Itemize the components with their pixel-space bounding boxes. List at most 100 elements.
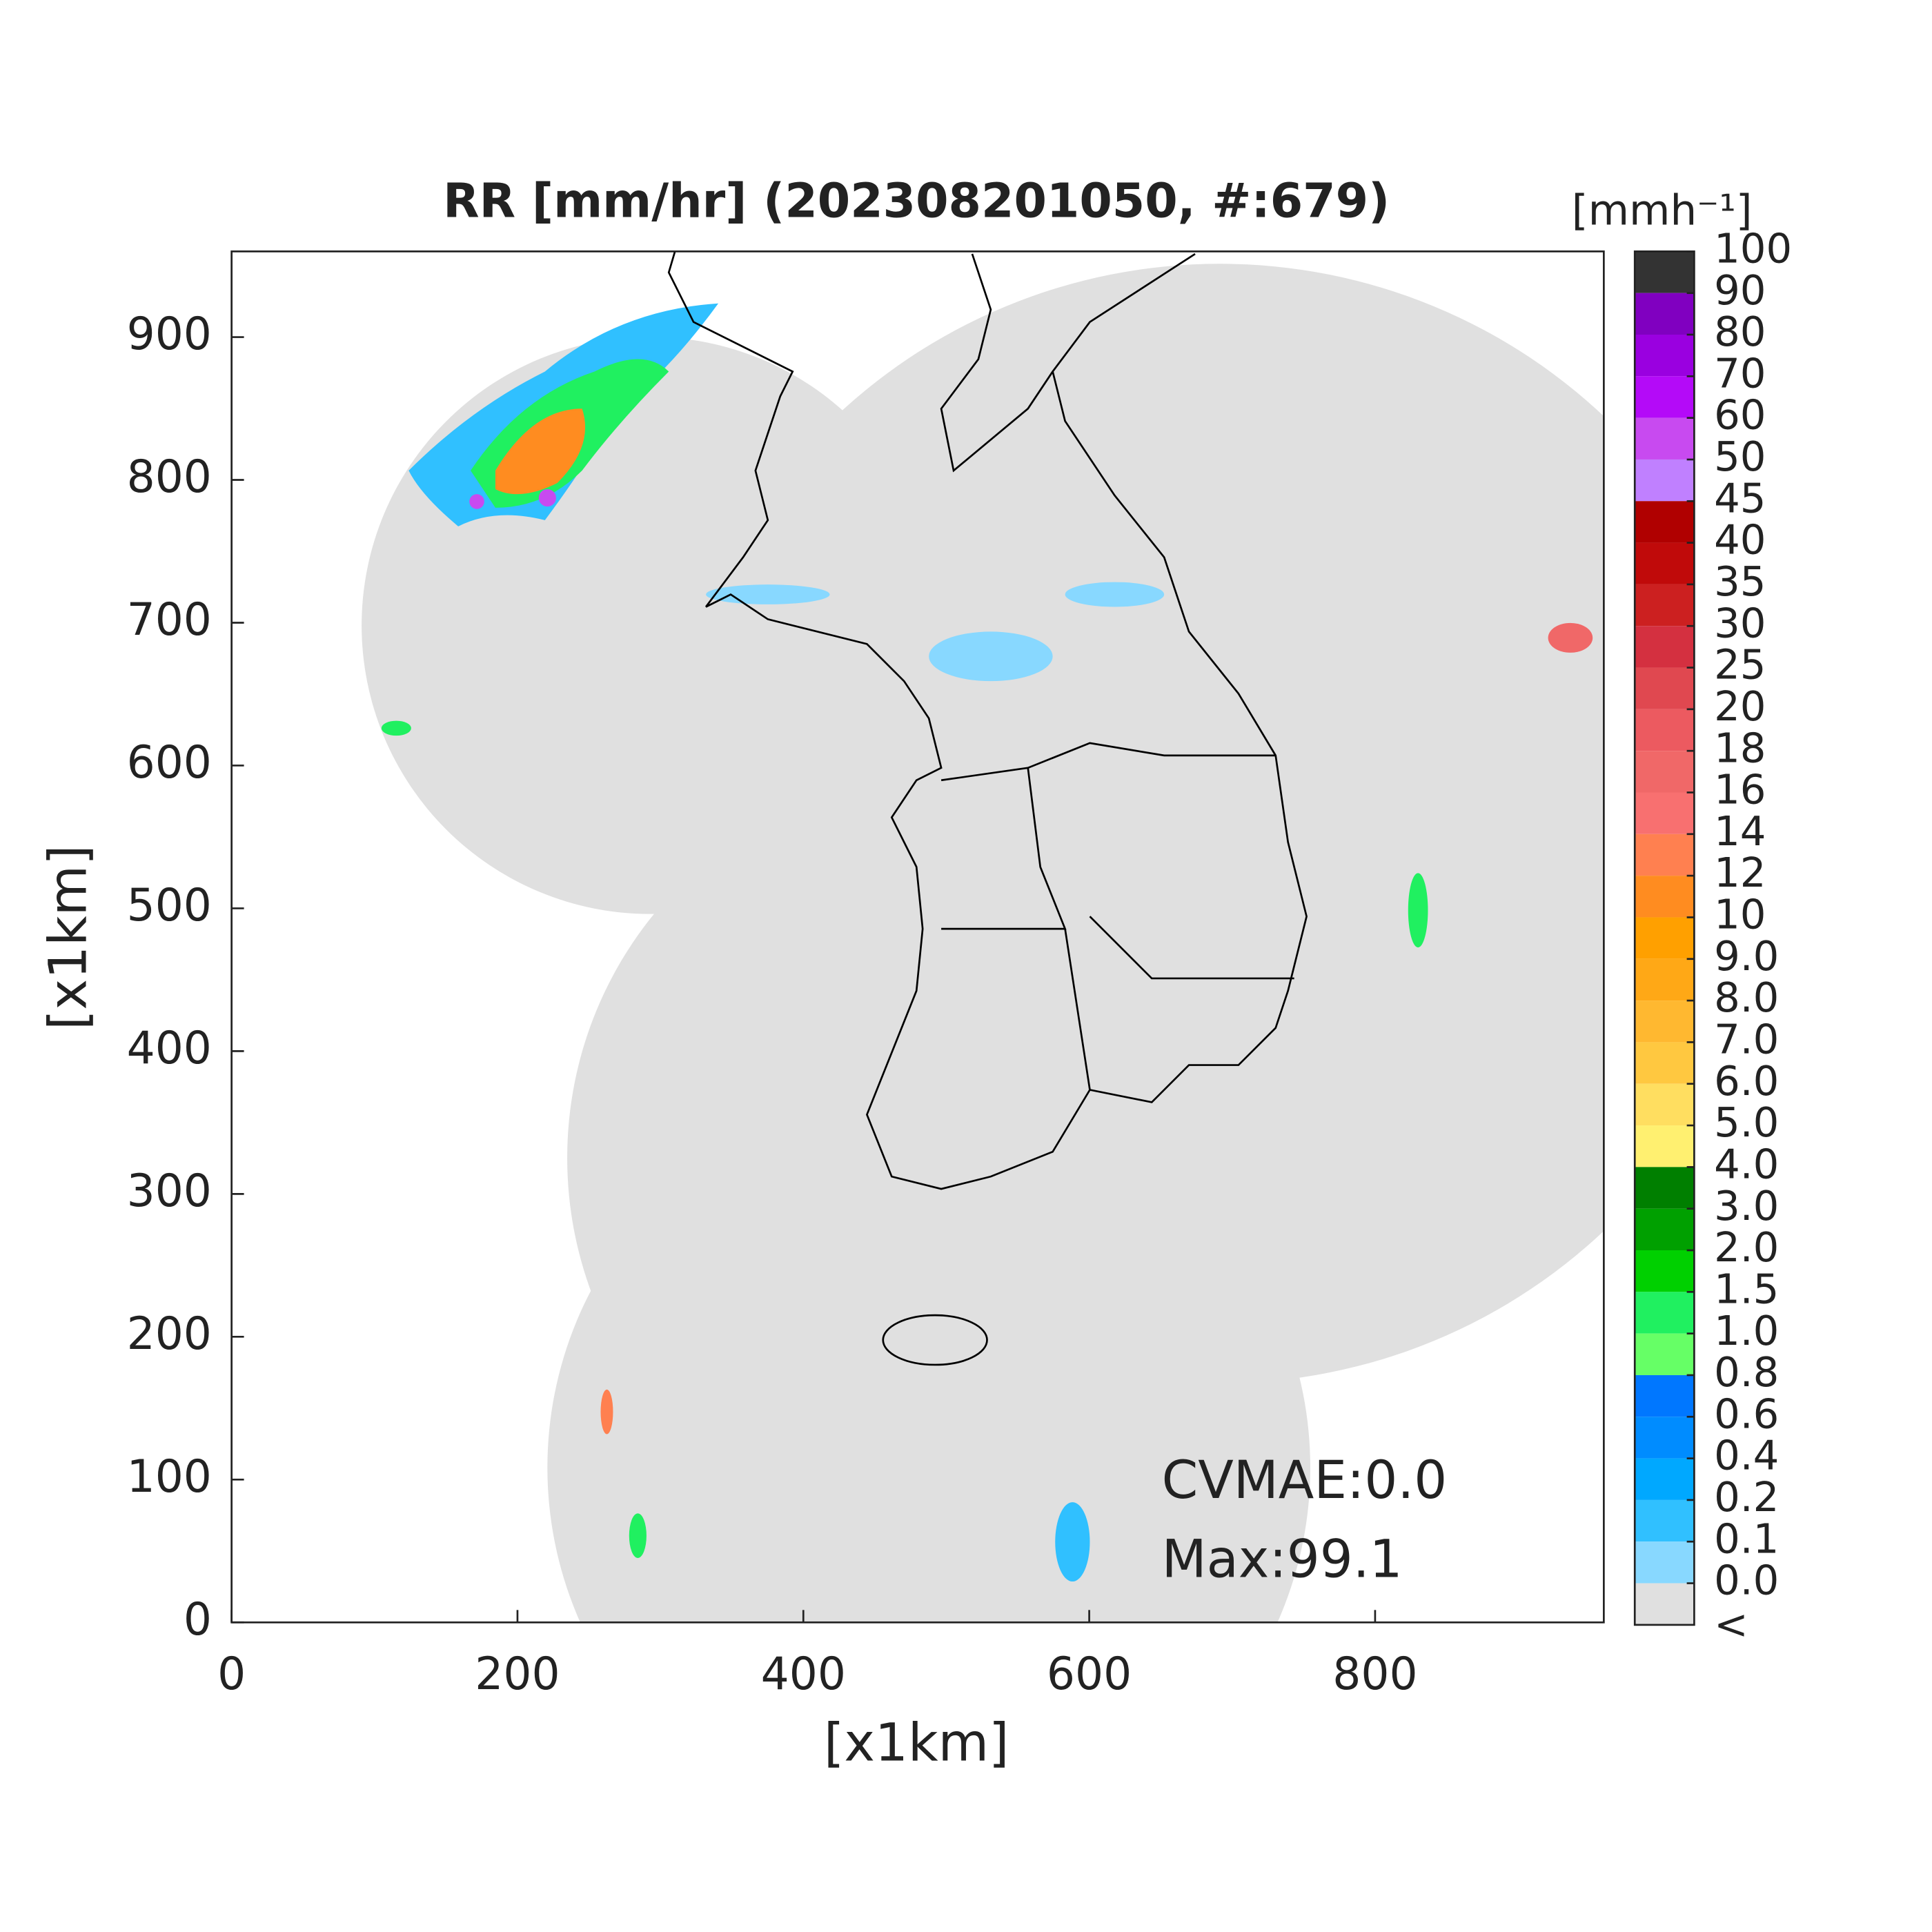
rain-echo — [495, 408, 586, 495]
colorbar-tick-label: 0.4 — [1714, 1432, 1779, 1479]
colorbar-segment — [1635, 501, 1695, 543]
colorbar-segment — [1635, 1541, 1695, 1584]
x-tick-label: 400 — [761, 1648, 846, 1700]
rain-echo — [706, 584, 830, 604]
rain-echo — [381, 720, 411, 736]
plot-frame — [230, 250, 1605, 1624]
colorbar-segment — [1635, 1499, 1695, 1542]
colorbar-tick-label: 100 — [1714, 224, 1792, 272]
colorbar-tick-label: 45 — [1714, 474, 1766, 522]
colorbar-tick-label: 7.0 — [1714, 1016, 1779, 1063]
colorbar-segment — [1635, 1333, 1695, 1375]
colorbar-tick-label: 18 — [1714, 724, 1766, 771]
rain-echoes — [381, 303, 1593, 1582]
colorbar-segment — [1635, 1417, 1695, 1459]
colorbar-segment — [1635, 1208, 1695, 1251]
colorbar-tick-label: 40 — [1714, 516, 1766, 564]
colorbar-segment — [1635, 917, 1695, 959]
colorbar-tick-label: 10 — [1714, 891, 1766, 938]
colorbar-tick-label: 0.2 — [1714, 1473, 1779, 1521]
rain-echo — [1408, 873, 1428, 948]
colorbar-segment — [1635, 958, 1695, 1001]
colorbar-tick-label: 4.0 — [1714, 1140, 1779, 1187]
colorbar-segment — [1635, 751, 1695, 793]
colorbar-tick-label: 25 — [1714, 641, 1766, 689]
colorbar-tick-label: 16 — [1714, 766, 1766, 814]
radar-coverage — [362, 251, 1604, 1623]
annotation: CVMAE:0.0 — [1162, 1450, 1448, 1510]
colorbar-tick-label: 20 — [1714, 682, 1766, 730]
coastline — [667, 251, 1308, 1190]
colorbar-segment — [1635, 667, 1695, 709]
colorbar-segment — [1635, 626, 1695, 668]
y-tick-label: 100 — [127, 1451, 212, 1503]
colorbar-segment — [1635, 1083, 1695, 1126]
colorbar-tick-label: 12 — [1714, 849, 1766, 896]
colorbar-segment — [1635, 834, 1695, 876]
y-tick-label: 800 — [127, 451, 212, 503]
y-tick-label: 600 — [127, 737, 212, 789]
colorbar-segment — [1635, 876, 1695, 918]
colorbar-segment — [1635, 251, 1695, 293]
colorbar-segment — [1635, 792, 1695, 834]
x-tick-label: 0 — [217, 1648, 246, 1700]
y-tick-label: 700 — [127, 594, 212, 646]
colorbar-segment — [1635, 1250, 1695, 1292]
colorbar-tick-label: 0.8 — [1714, 1348, 1779, 1396]
rain-echo — [1055, 1502, 1090, 1582]
colorbar-segment — [1635, 1167, 1695, 1209]
colorbar-tick-label: 30 — [1714, 599, 1766, 647]
y-tick-label: 0 — [184, 1594, 212, 1646]
colorbar-tick-label: 3.0 — [1714, 1182, 1779, 1230]
colorbar-label: [mmh⁻¹] — [1572, 186, 1753, 235]
chart-title: RR [mm/hr] (202308201050, #:679) — [443, 175, 1390, 229]
colorbar-segment — [1635, 1042, 1695, 1084]
coverage — [547, 1086, 1310, 1623]
x-tick-label: 200 — [475, 1648, 560, 1700]
rain-echo — [469, 494, 484, 509]
colorbar-segment — [1635, 293, 1695, 335]
colorbar-segment — [1635, 542, 1695, 584]
colorbar-segment — [1635, 459, 1695, 502]
rain-echo — [600, 1389, 613, 1435]
colorbar-tick-label: 9.0 — [1714, 932, 1779, 980]
colorbar-tick-label: 70 — [1714, 349, 1766, 397]
y-tick-label: 900 — [127, 308, 212, 360]
colorbar-segment — [1635, 1125, 1695, 1167]
colorbar-frame — [1633, 250, 1695, 1626]
colorbar-segment — [1635, 584, 1695, 627]
colorbar-tick-label: 1.0 — [1714, 1307, 1779, 1354]
colorbar-tick-label: 2.0 — [1714, 1223, 1779, 1271]
x-tick-label: 600 — [1047, 1648, 1132, 1700]
colorbar-tick-label: 0.0 — [1714, 1557, 1779, 1604]
annotation: Max:99.1 — [1162, 1529, 1403, 1590]
colorbar-segment — [1635, 1583, 1695, 1625]
rain-echo — [1065, 582, 1165, 607]
colorbar-segment — [1635, 1292, 1695, 1334]
colorbar-segment — [1635, 376, 1695, 418]
y-axis-label: [x1km] — [38, 845, 99, 1029]
colorbar-tick-label: 90 — [1714, 266, 1766, 314]
colorbar-segment — [1635, 1000, 1695, 1043]
x-axis-label: [x1km] — [824, 1712, 1009, 1773]
colorbar-tick-label: 5.0 — [1714, 1098, 1779, 1146]
colorbar-tick-label: 35 — [1714, 558, 1766, 605]
colorbar-segment — [1635, 1458, 1695, 1500]
colorbar-segment — [1635, 334, 1695, 377]
jeju-coastline — [882, 1314, 988, 1366]
rain-echo — [1548, 622, 1593, 653]
colorbar-tick-label: 60 — [1714, 391, 1766, 439]
rain-echo — [929, 631, 1053, 682]
colorbar-tick-label: 80 — [1714, 308, 1766, 355]
colorbar-segment — [1635, 1374, 1695, 1417]
colorbar-tick-label: 8.0 — [1714, 974, 1779, 1021]
colorbar-tick-label: 0.6 — [1714, 1390, 1779, 1437]
x-tick-label: 800 — [1332, 1648, 1417, 1700]
y-tick-label: 200 — [127, 1308, 212, 1360]
rain-echo — [538, 489, 556, 507]
y-tick-label: 400 — [127, 1023, 212, 1074]
colorbar-tick-label: 50 — [1714, 433, 1766, 480]
rain-echo — [629, 1513, 647, 1558]
